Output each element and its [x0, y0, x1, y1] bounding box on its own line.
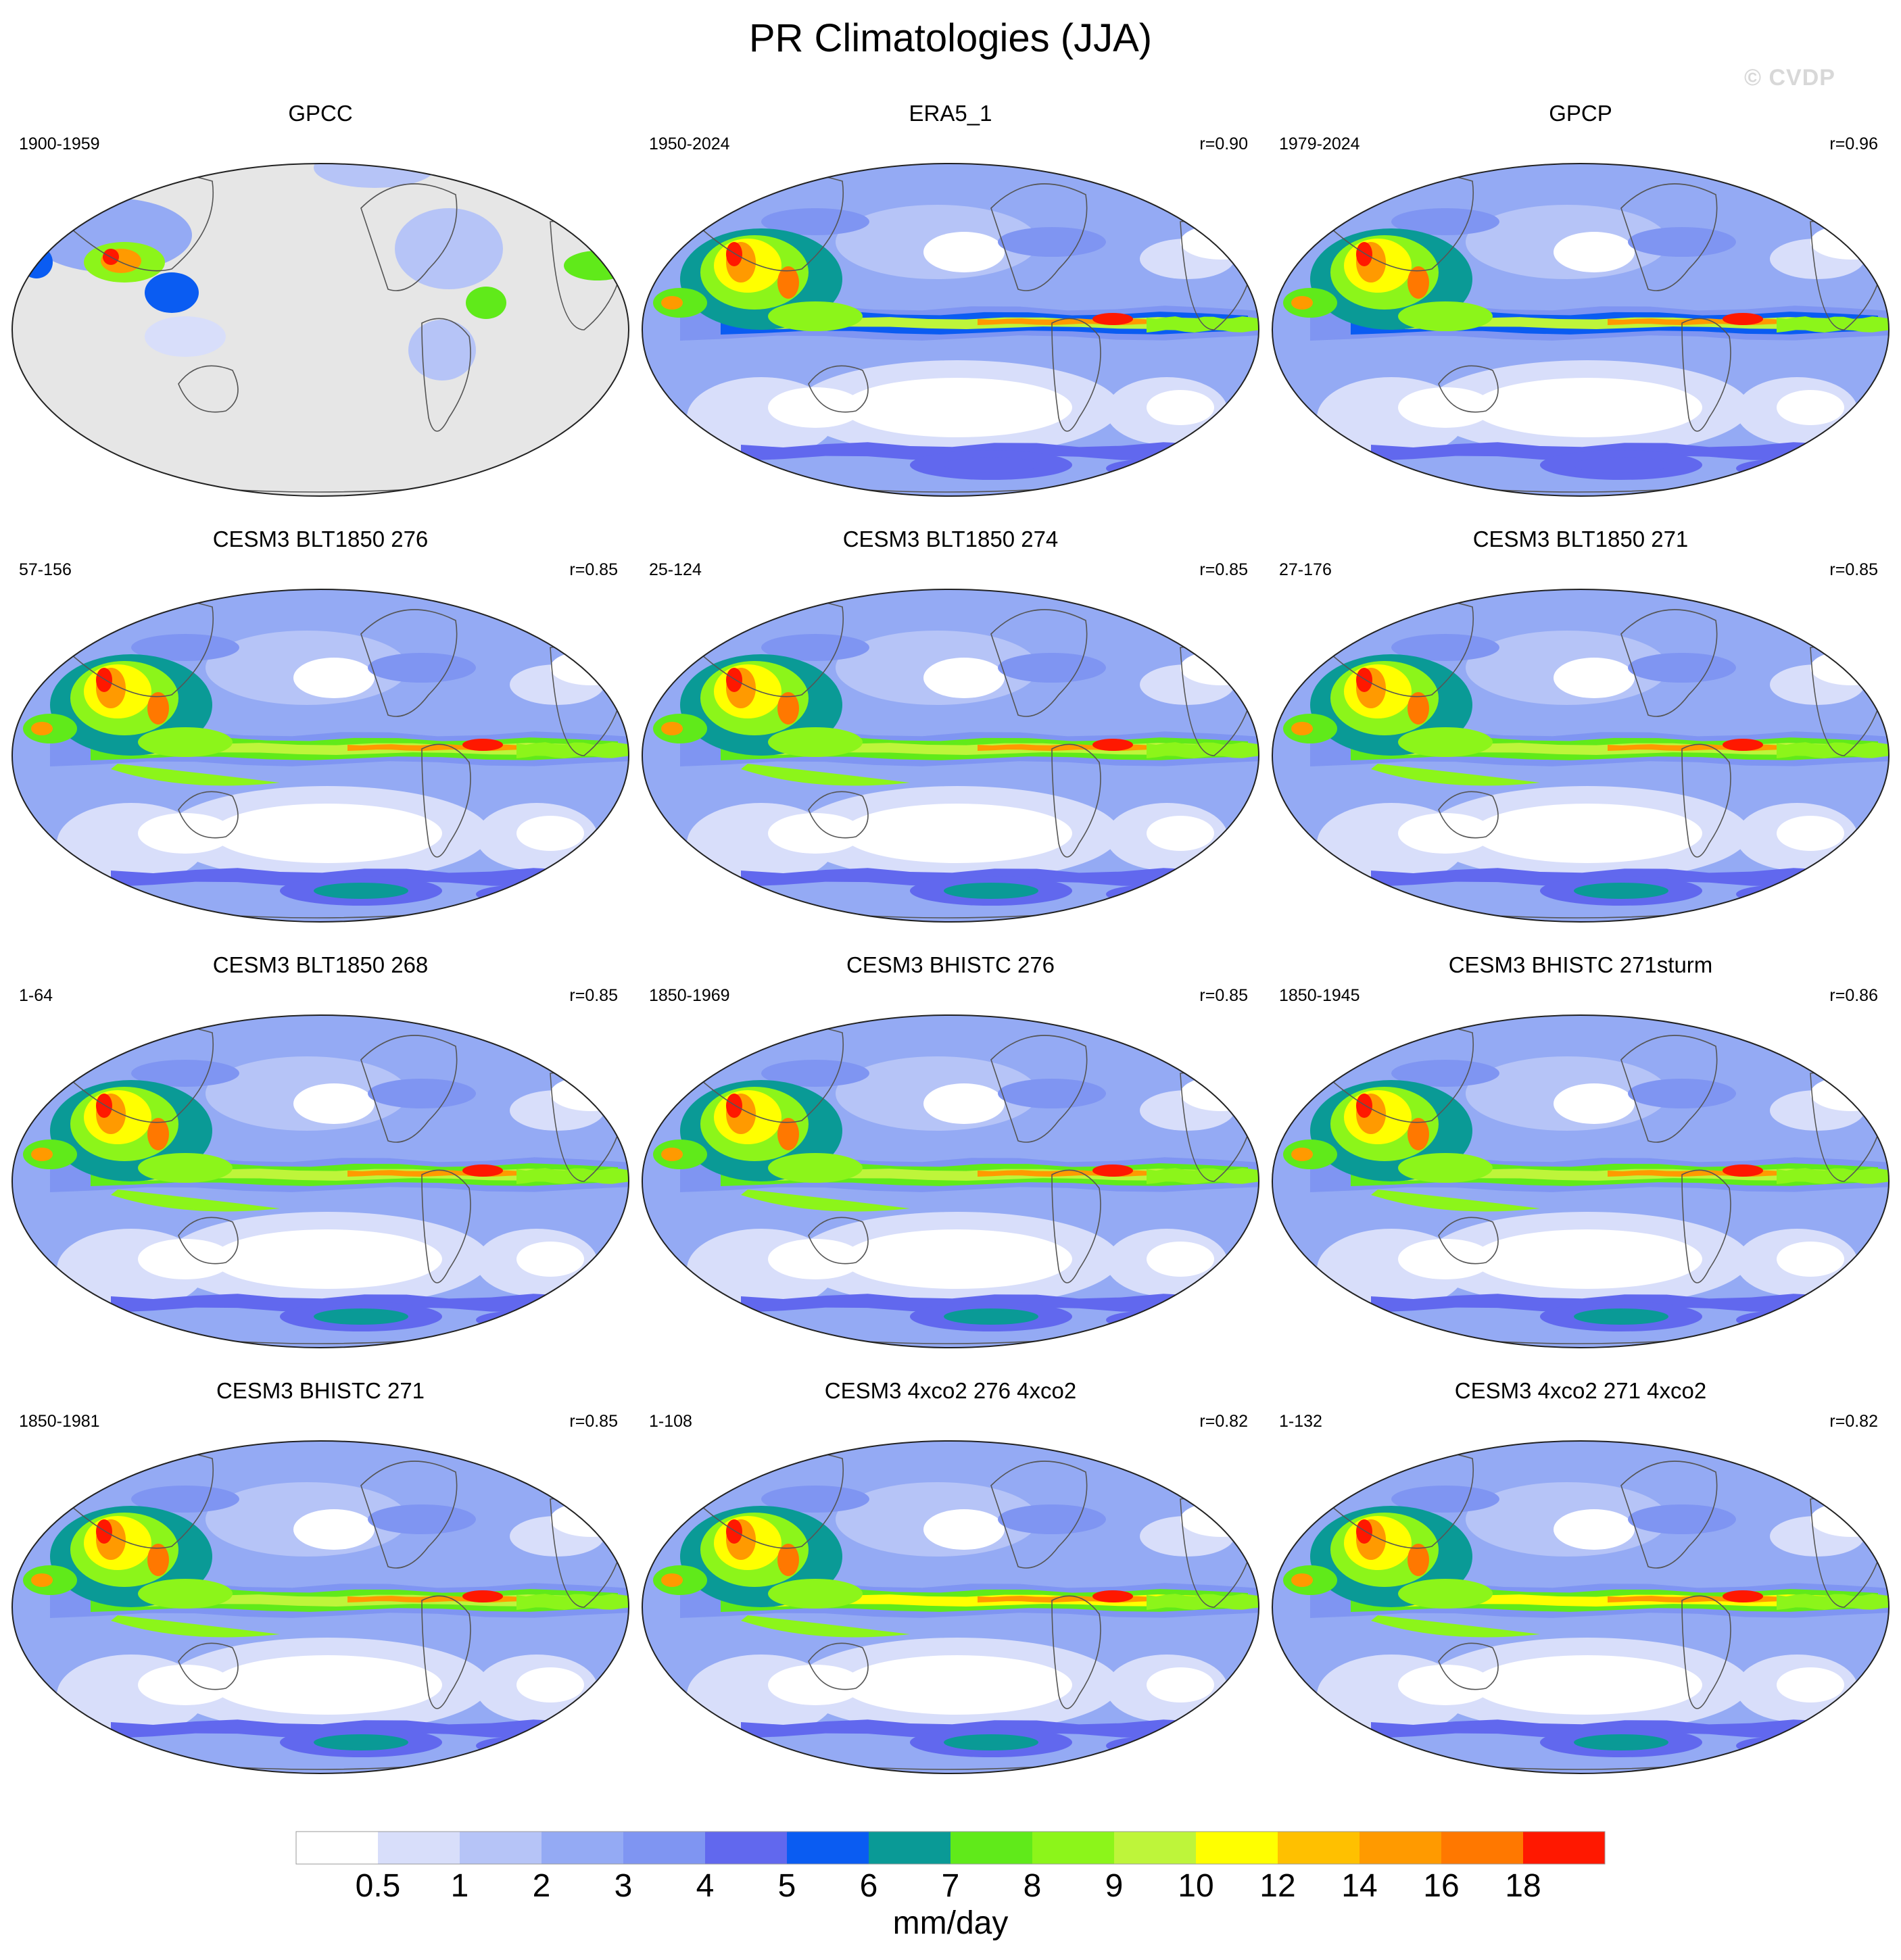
panel-correlation: r=0.96 [1829, 134, 1878, 153]
map-panel: CESM3 BHISTC 271sturm 1850-1945 r=0.86 [1270, 952, 1892, 1350]
colorbar-tick-label: 9 [1105, 1868, 1124, 1904]
panel-title: GPCC [288, 101, 353, 126]
panel-correlation: r=0.85 [1199, 560, 1248, 579]
colorbar-swatch [787, 1832, 869, 1864]
colorbar-tick-label: 1 [451, 1868, 469, 1904]
panel-period: 1-108 [649, 1412, 692, 1431]
panel-correlation: r=0.85 [1829, 560, 1878, 579]
panel-period: 1-64 [19, 986, 53, 1005]
panel-correlation: r=0.85 [1199, 986, 1248, 1005]
map-field [1272, 1014, 1890, 1348]
map-panel: CESM3 4xco2 276 4xco2 1-108 r=0.82 [640, 1377, 1261, 1776]
panel-title: CESM3 BHISTC 271 [216, 1378, 425, 1403]
panel-correlation: r=0.85 [569, 1412, 618, 1431]
colorbar-tick-label: 18 [1505, 1868, 1541, 1904]
map-panel: CESM3 BLT1850 274 25-124 r=0.85 [640, 526, 1261, 925]
colorbar-tick-label: 12 [1259, 1868, 1295, 1904]
colorbar-tick-label: 10 [1178, 1868, 1213, 1904]
panel-title: CESM3 BLT1850 276 [212, 526, 429, 552]
colorbar-swatch [1196, 1832, 1278, 1864]
colorbar-swatch [1278, 1832, 1360, 1864]
map-field [642, 1014, 1259, 1348]
map-field [642, 163, 1259, 497]
map-field [1272, 1440, 1890, 1774]
colorbar-tick-label: 14 [1341, 1868, 1377, 1904]
map-field [11, 1440, 629, 1774]
colorbar-units-label: mm/day [892, 1905, 1009, 1941]
panel-period: 1979-2024 [1279, 134, 1360, 153]
colorbar-swatch [623, 1832, 706, 1864]
map-field [11, 589, 629, 923]
panel-title: ERA5_1 [909, 101, 992, 126]
figure-title: PR Climatologies (JJA) [748, 16, 1153, 60]
colorbar-swatch [705, 1832, 788, 1864]
colorbar-swatch [869, 1832, 951, 1864]
colorbar-swatch [1359, 1832, 1442, 1864]
panel-correlation: r=0.82 [1199, 1412, 1248, 1431]
panel-correlation: r=0.90 [1199, 134, 1248, 153]
colorbar-swatch [296, 1832, 379, 1864]
map-panel: CESM3 BLT1850 276 57-156 r=0.85 [9, 526, 631, 925]
panel-period: 1850-1969 [649, 986, 730, 1005]
panel-correlation: r=0.82 [1829, 1412, 1878, 1431]
map-panel: CESM3 4xco2 271 4xco2 1-132 r=0.82 [1270, 1377, 1892, 1776]
map-field [1272, 589, 1890, 923]
panel-title: CESM3 BHISTC 271sturm [1448, 952, 1713, 977]
panel-correlation: r=0.85 [569, 986, 618, 1005]
colorbar-tick-label: 6 [860, 1868, 878, 1904]
watermark: © CVDP [1744, 65, 1835, 91]
panel-period: 1850-1945 [1279, 986, 1360, 1005]
panel-title: CESM3 BLT1850 274 [842, 526, 1059, 552]
map-field [642, 589, 1259, 923]
colorbar-tick-label: 0.5 [356, 1868, 401, 1904]
panel-title: GPCP [1549, 101, 1612, 126]
colorbar-tick-label: 3 [615, 1868, 633, 1904]
map-field [1272, 163, 1890, 497]
panel-period: 57-156 [19, 560, 72, 579]
colorbar-swatch [460, 1832, 542, 1864]
panel-title: CESM3 BLT1850 268 [212, 952, 429, 977]
map-panel: GPCC 1900-1959 [9, 100, 631, 499]
map-field [11, 163, 629, 497]
panel-correlation: r=0.86 [1829, 986, 1878, 1005]
colorbar-frame [295, 1831, 1606, 1865]
colorbar-swatch [1114, 1832, 1197, 1864]
map-panel: CESM3 BLT1850 271 27-176 r=0.85 [1270, 526, 1892, 925]
colorbar-tick-label: 4 [696, 1868, 715, 1904]
map-field [11, 1014, 629, 1348]
map-field [642, 1440, 1259, 1774]
colorbar-swatch [542, 1832, 624, 1864]
panel-period: 1950-2024 [649, 134, 730, 153]
colorbar-swatch [1441, 1832, 1524, 1864]
colorbar-tick-label: 8 [1024, 1868, 1042, 1904]
panel-period: 1850-1981 [19, 1412, 100, 1431]
panel-correlation: r=0.85 [569, 560, 618, 579]
colorbar-swatch [950, 1832, 1033, 1864]
panel-title: CESM3 BLT1850 271 [1472, 526, 1689, 552]
panel-title: CESM3 BHISTC 276 [846, 952, 1055, 977]
panel-period: 25-124 [649, 560, 702, 579]
colorbar-tick-label: 2 [533, 1868, 551, 1904]
colorbar-swatch [1523, 1832, 1606, 1864]
map-panel: CESM3 BHISTC 276 1850-1969 r=0.85 [640, 952, 1261, 1350]
map-panel: CESM3 BLT1850 268 1-64 r=0.85 [9, 952, 631, 1350]
panel-title: CESM3 4xco2 276 4xco2 [824, 1378, 1077, 1403]
colorbar-swatch [378, 1832, 460, 1864]
map-panel: ERA5_1 1950-2024 r=0.90 [640, 100, 1261, 499]
colorbar-swatch [1032, 1832, 1115, 1864]
colorbar-tick-label: 7 [942, 1868, 960, 1904]
panel-period: 1900-1959 [19, 134, 100, 153]
colorbar-tick-label: 16 [1423, 1868, 1459, 1904]
map-panel: CESM3 BHISTC 271 1850-1981 r=0.85 [9, 1377, 631, 1776]
panel-period: 27-176 [1279, 560, 1332, 579]
colorbar-tick-label: 5 [778, 1868, 796, 1904]
panel-period: 1-132 [1279, 1412, 1322, 1431]
map-panel: GPCP 1979-2024 r=0.96 [1270, 100, 1892, 499]
panel-title: CESM3 4xco2 271 4xco2 [1454, 1378, 1707, 1403]
